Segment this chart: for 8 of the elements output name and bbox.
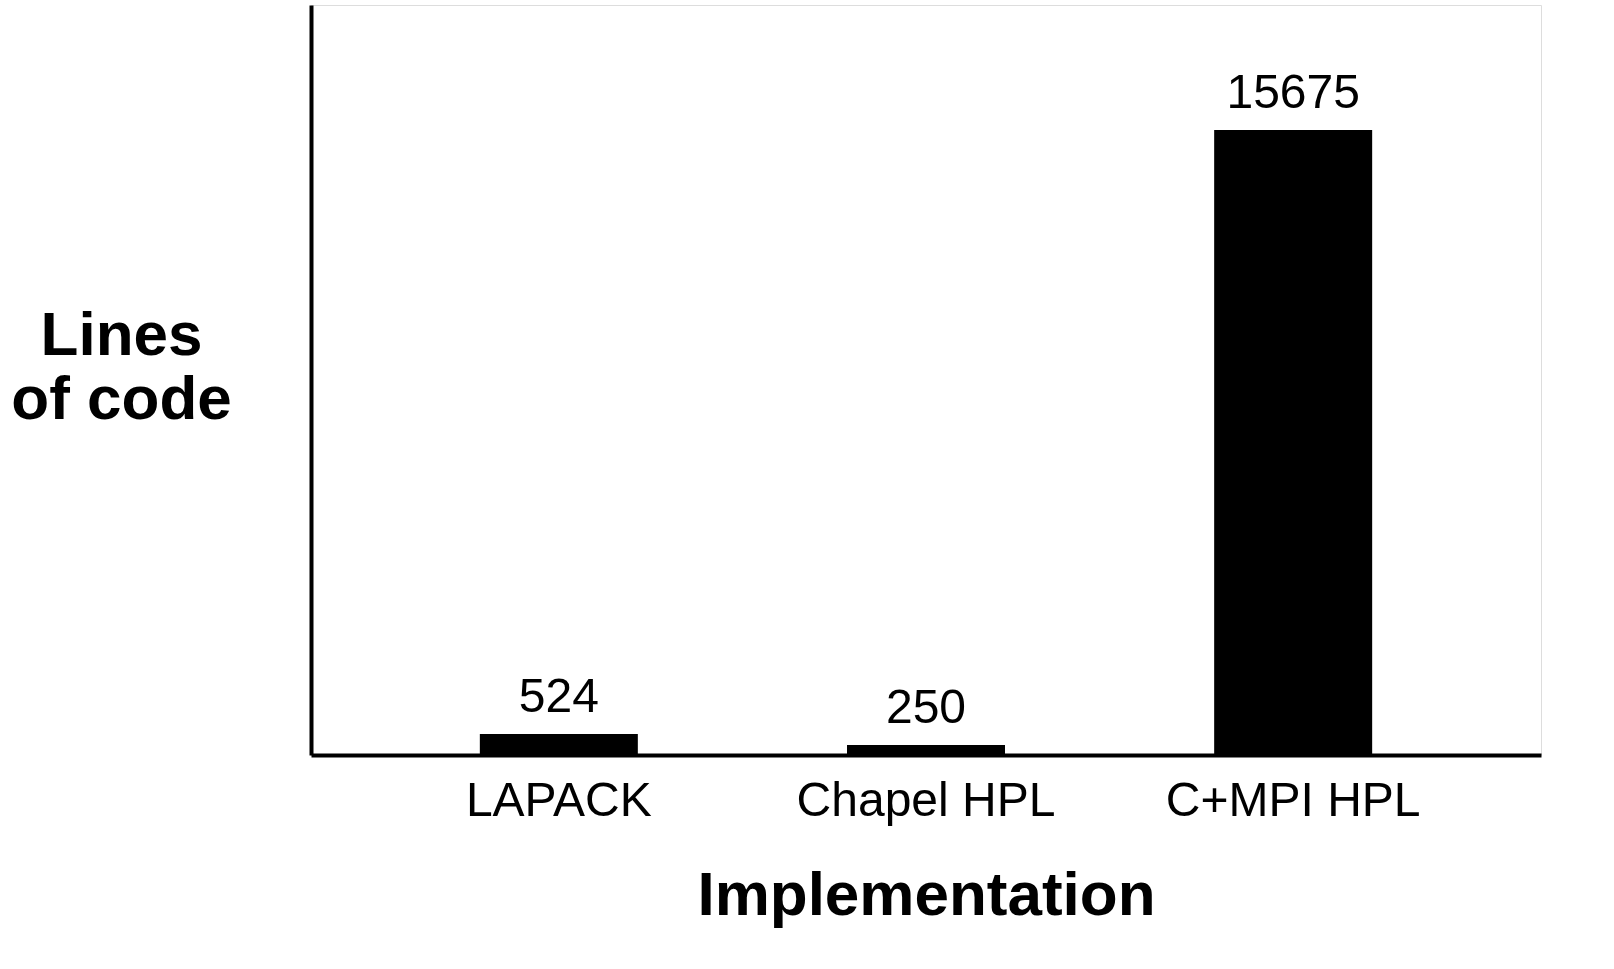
data-label: 250	[885, 680, 967, 734]
x-tick-label: LAPACK	[465, 772, 652, 826]
y-axis-title: Lines of code	[11, 298, 232, 432]
x-tick-label: Chapel HPL	[796, 772, 1056, 826]
x-tick-label: C+MPI HPL	[1165, 772, 1421, 826]
x-axis-title: Implementation	[697, 858, 1156, 928]
data-label: 15675	[1226, 65, 1360, 118]
data-label: 524	[518, 669, 599, 723]
